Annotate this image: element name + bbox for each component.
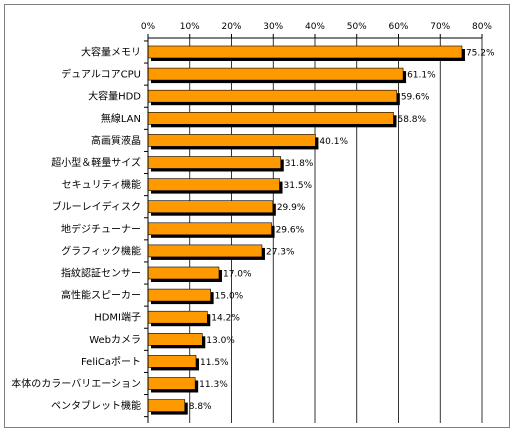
bar-chart: 0% 10% 20% 30% 40% 50% 60% 70% 80% 大容量メモリデュアルコアC… (11, 22, 495, 423)
value-label: 15.0% (215, 292, 244, 302)
category-label: 大容量メモリ (81, 46, 141, 59)
bar (147, 200, 274, 213)
value-label: 31.8% (285, 159, 314, 169)
category-label: セキュリティ機能 (62, 178, 141, 191)
bar (147, 310, 208, 324)
value-labels: 75.2% 61.1% 59.6% 58.8% 40.1% 31.8% 31.5% 29.9%… (189, 49, 495, 413)
category-label: ブルーレイディスク (52, 200, 141, 213)
axis-lines (144, 37, 482, 423)
value-label: 59.6% (401, 93, 430, 103)
bar (147, 89, 398, 103)
value-label: 75.2% (466, 49, 495, 59)
bar (147, 222, 272, 236)
category-label: 高性能スピーカー (61, 289, 141, 302)
bar (147, 377, 196, 390)
category-label: デュアルコアCPU (61, 68, 141, 81)
category-label: Webカメラ (89, 334, 141, 346)
bar (147, 244, 263, 258)
bar (147, 45, 463, 59)
x-tick-label: 60% (388, 22, 408, 32)
bar (147, 67, 404, 81)
value-label: 8.8% (189, 402, 212, 412)
value-label: 13.0% (206, 336, 235, 346)
category-label: 高画質液晶 (91, 134, 141, 147)
value-label: 29.6% (276, 225, 305, 235)
x-tick-label: 0% (141, 22, 156, 32)
bar (147, 266, 220, 280)
bar (147, 288, 211, 302)
bar (147, 355, 197, 368)
value-label: 40.1% (319, 137, 348, 147)
x-tick-label: 10% (180, 22, 200, 32)
category-label: HDMI端子 (94, 311, 141, 324)
value-label: 27.3% (266, 247, 295, 257)
x-tick-label: 40% (305, 22, 325, 32)
category-label: 本体のカラーバリエーション (11, 377, 141, 390)
value-label: 11.3% (199, 380, 228, 390)
category-label: グラフィック機能 (61, 244, 141, 257)
category-label: 超小型＆軽量サイズ (51, 156, 141, 169)
bars (147, 45, 465, 415)
category-label: 指紋認証センサー (61, 267, 141, 280)
x-tick-label: 50% (347, 22, 367, 32)
chart-frame: 0% 10% 20% 30% 40% 50% 60% 70% 80% 大容量メモリデュアルコアC… (4, 4, 510, 428)
value-label: 29.9% (277, 203, 306, 213)
x-tick-label: 30% (263, 22, 283, 32)
bar (147, 112, 394, 125)
bar (147, 134, 316, 147)
value-label: 31.5% (284, 181, 313, 191)
value-label: 17.0% (223, 270, 252, 280)
value-label: 58.8% (397, 115, 426, 125)
bar (147, 178, 280, 191)
bar (147, 332, 203, 346)
x-tick-label: 80% (472, 22, 492, 32)
value-label: 14.2% (211, 314, 240, 324)
bar (147, 156, 282, 169)
value-label: 11.5% (200, 358, 229, 368)
x-tick-label: 20% (221, 22, 241, 32)
category-label: 無線LAN (101, 112, 141, 125)
category-label: ペンタブレット機能 (51, 399, 141, 412)
category-label: 大容量HDD (88, 90, 141, 103)
category-label: 地デジチューナー (61, 222, 141, 235)
category-label: FeliCaポート (81, 356, 141, 368)
x-tick-label: 70% (430, 22, 450, 32)
x-axis-ticks: 0% 10% 20% 30% 40% 50% 60% 70% 80% (141, 22, 492, 38)
value-label: 61.1% (407, 71, 436, 81)
bar (147, 399, 186, 412)
